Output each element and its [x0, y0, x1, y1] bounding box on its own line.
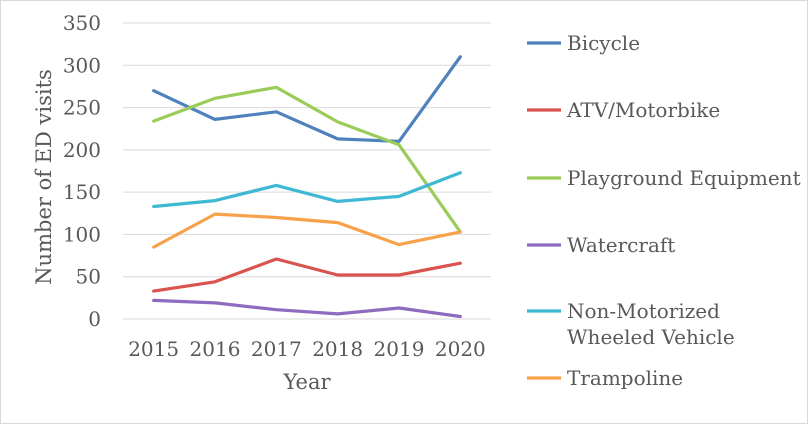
series-line-1 [152, 257, 462, 293]
y-tick-label: 300 [63, 53, 101, 77]
y-tick-label: 150 [63, 180, 101, 204]
x-tick-label: 2015 [128, 337, 179, 361]
x-tick-label: 2018 [312, 337, 363, 361]
legend-label-1: ATV/Motorbike [566, 98, 720, 122]
x-tick-label: 2020 [435, 337, 486, 361]
legend-label-3: Watercraft [567, 233, 675, 257]
legend-label-5: Trampoline [567, 366, 683, 390]
x-tick-label: 2016 [190, 337, 241, 361]
series-line-2 [152, 85, 462, 234]
x-axis-ticks: 2015 2016 2017 2018 2019 2020 [128, 337, 486, 361]
y-tick-label: 50 [76, 265, 101, 289]
legend-label-4: Wheeled Vehicle [567, 325, 735, 349]
y-tick-label: 0 [88, 307, 101, 331]
x-tick-label: 2017 [251, 337, 302, 361]
legend-label-4: Non-Motorized [567, 299, 720, 323]
y-tick-label: 200 [63, 138, 101, 162]
y-tick-label: 250 [63, 96, 101, 120]
y-tick-label: 350 [63, 11, 101, 35]
series-line-0 [152, 55, 462, 143]
y-axis-title: Number of ED visits [32, 69, 56, 285]
y-tick-label: 100 [63, 222, 101, 246]
legend-label-2: Playground Equipment [567, 166, 801, 190]
legend: Bicycle ATV/Motorbike Playground Equipment… [527, 31, 801, 390]
series-lines [152, 55, 462, 319]
gridlines [123, 22, 491, 320]
x-tick-label: 2019 [374, 337, 425, 361]
x-axis-title: Year [282, 370, 331, 394]
series-line-3 [152, 298, 462, 319]
series-line-4 [152, 171, 462, 209]
y-axis-ticks: 0 50 100 150 200 250 300 350 [63, 11, 101, 331]
series-line-5 [152, 212, 462, 249]
legend-label-0: Bicycle [567, 31, 640, 55]
